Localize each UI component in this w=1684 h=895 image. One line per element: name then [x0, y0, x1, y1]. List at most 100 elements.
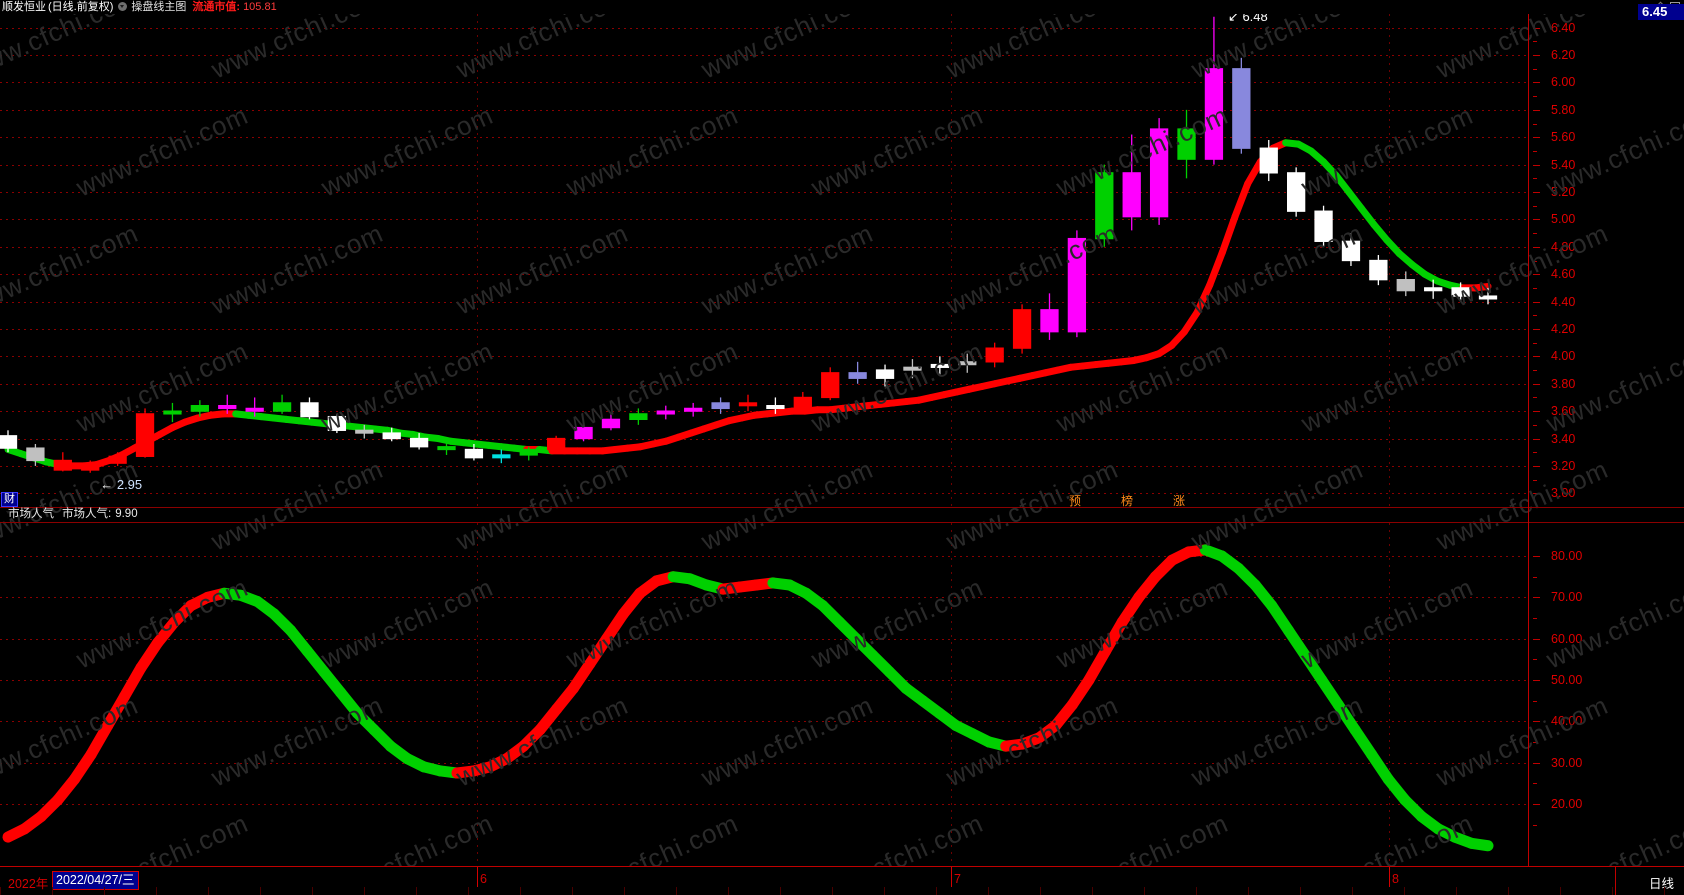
candle-body [108, 455, 127, 464]
period-label[interactable]: 日线 [1648, 877, 1674, 891]
candlestick[interactable] [903, 359, 922, 379]
candlestick[interactable] [738, 394, 758, 412]
candlestick[interactable] [574, 422, 593, 442]
candlestick[interactable] [601, 413, 621, 431]
candle-body [382, 432, 401, 440]
date-cell-divider [1196, 887, 1197, 895]
price-axis-tick [1533, 411, 1540, 413]
candle-body [547, 437, 566, 451]
candlestick[interactable] [821, 367, 840, 401]
month-tick [477, 867, 478, 887]
candle-body [1177, 128, 1196, 160]
candlestick[interactable] [1259, 139, 1278, 182]
candlestick[interactable] [1095, 164, 1114, 247]
candlestick[interactable] [492, 449, 511, 464]
candlestick[interactable] [1012, 304, 1032, 354]
candlestick[interactable] [108, 452, 127, 466]
candlestick[interactable] [464, 444, 484, 461]
candlestick[interactable] [409, 433, 429, 450]
candlestick[interactable] [875, 364, 895, 387]
candlestick[interactable] [81, 460, 100, 473]
month-label: 8 [1392, 872, 1399, 886]
candlestick[interactable] [1204, 16, 1224, 165]
candlestick[interactable] [190, 400, 209, 417]
candlestick[interactable] [26, 444, 45, 466]
candlestick[interactable] [656, 405, 675, 420]
event-marker[interactable]: 榜 [1121, 494, 1134, 508]
candlestick[interactable] [793, 391, 812, 412]
month-tick [951, 867, 952, 887]
candlestick[interactable] [1396, 271, 1415, 297]
candle-body [848, 372, 867, 379]
candlestick[interactable] [272, 394, 292, 414]
candlestick[interactable] [985, 342, 1004, 368]
candlestick[interactable] [848, 361, 867, 384]
candlestick[interactable] [1067, 230, 1087, 338]
candlestick[interactable] [519, 446, 538, 461]
chevron-down-circle-icon[interactable] [118, 2, 128, 11]
candlestick[interactable] [1177, 109, 1196, 179]
date-axis-bar[interactable]: 2022年 2022/04/27/三 日线 6 7 8 [0, 867, 1684, 895]
candlestick[interactable] [1122, 134, 1141, 231]
candlestick[interactable] [355, 424, 374, 439]
year-label: 2022年 [8, 877, 49, 891]
candlestick[interactable] [1478, 287, 1498, 305]
stock-name[interactable]: 顺发恒业 [2, 1, 46, 13]
candle-body [464, 448, 484, 459]
candle-body [903, 366, 922, 371]
finance-badge[interactable]: 财 [1, 492, 18, 507]
candlestick[interactable] [1314, 205, 1333, 247]
selected-date-field[interactable]: 2022/04/27/三 [52, 871, 139, 890]
candlestick[interactable] [766, 397, 785, 414]
candle-body [958, 361, 977, 366]
candlestick[interactable] [437, 441, 456, 455]
indicator-header: 市场人气 市场人气: 9.90 [0, 507, 1528, 522]
candlestick[interactable] [163, 402, 182, 423]
sentiment-axis-tick [1533, 804, 1540, 805]
candlestick[interactable] [629, 408, 648, 425]
candlestick[interactable] [1369, 255, 1388, 286]
candlestick[interactable] [0, 430, 18, 453]
price-axis-minor-tick [1533, 287, 1537, 289]
trend-line-segment [1083, 645, 1112, 686]
candle-body [163, 410, 182, 415]
candlestick[interactable] [711, 397, 730, 414]
event-marker[interactable]: 涨 [1173, 494, 1186, 508]
price-axis-tick [1533, 246, 1540, 248]
trend-line-segment [118, 662, 147, 703]
candle-body [711, 402, 730, 410]
candlestick[interactable] [547, 435, 566, 453]
candlestick[interactable] [684, 402, 703, 417]
main-indicator-title[interactable]: 操盘线主图 [131, 1, 187, 13]
candlestick[interactable] [135, 408, 155, 458]
candlestick[interactable] [218, 394, 237, 414]
candlestick[interactable] [1040, 293, 1059, 340]
candlestick[interactable] [1424, 279, 1443, 299]
candlestick[interactable] [300, 397, 319, 420]
candlestick[interactable] [1149, 118, 1169, 225]
candlestick[interactable] [327, 413, 347, 434]
price-axis-tick-label: 5.60 [1551, 130, 1576, 145]
candlestick[interactable] [1232, 57, 1251, 154]
event-marker[interactable]: 预 [1069, 494, 1082, 508]
candlestick[interactable] [245, 397, 264, 417]
candlestick[interactable] [1341, 233, 1361, 266]
candle-body [355, 429, 374, 434]
date-cell-divider [1092, 887, 1093, 895]
candlestick[interactable] [53, 452, 72, 472]
candlestick[interactable] [958, 353, 977, 373]
price-axis-tick-label: 3.80 [1551, 376, 1576, 391]
price-chart-panel[interactable] [0, 14, 1528, 507]
candlestick[interactable] [382, 427, 401, 442]
sentiment-axis-tick [1533, 721, 1540, 723]
candlestick[interactable] [1451, 282, 1470, 302]
indicator-name[interactable]: 市场人气 [8, 508, 54, 520]
candlestick[interactable] [1287, 167, 1306, 217]
sentiment-axis-tick-label: 30.00 [1551, 755, 1583, 770]
price-axis-minor-tick [1533, 315, 1537, 317]
candle-body [1259, 147, 1278, 174]
candlestick[interactable] [930, 356, 949, 376]
sentiment-indicator-panel[interactable] [0, 523, 1528, 866]
price-axis-tick-label: 4.80 [1551, 239, 1576, 254]
